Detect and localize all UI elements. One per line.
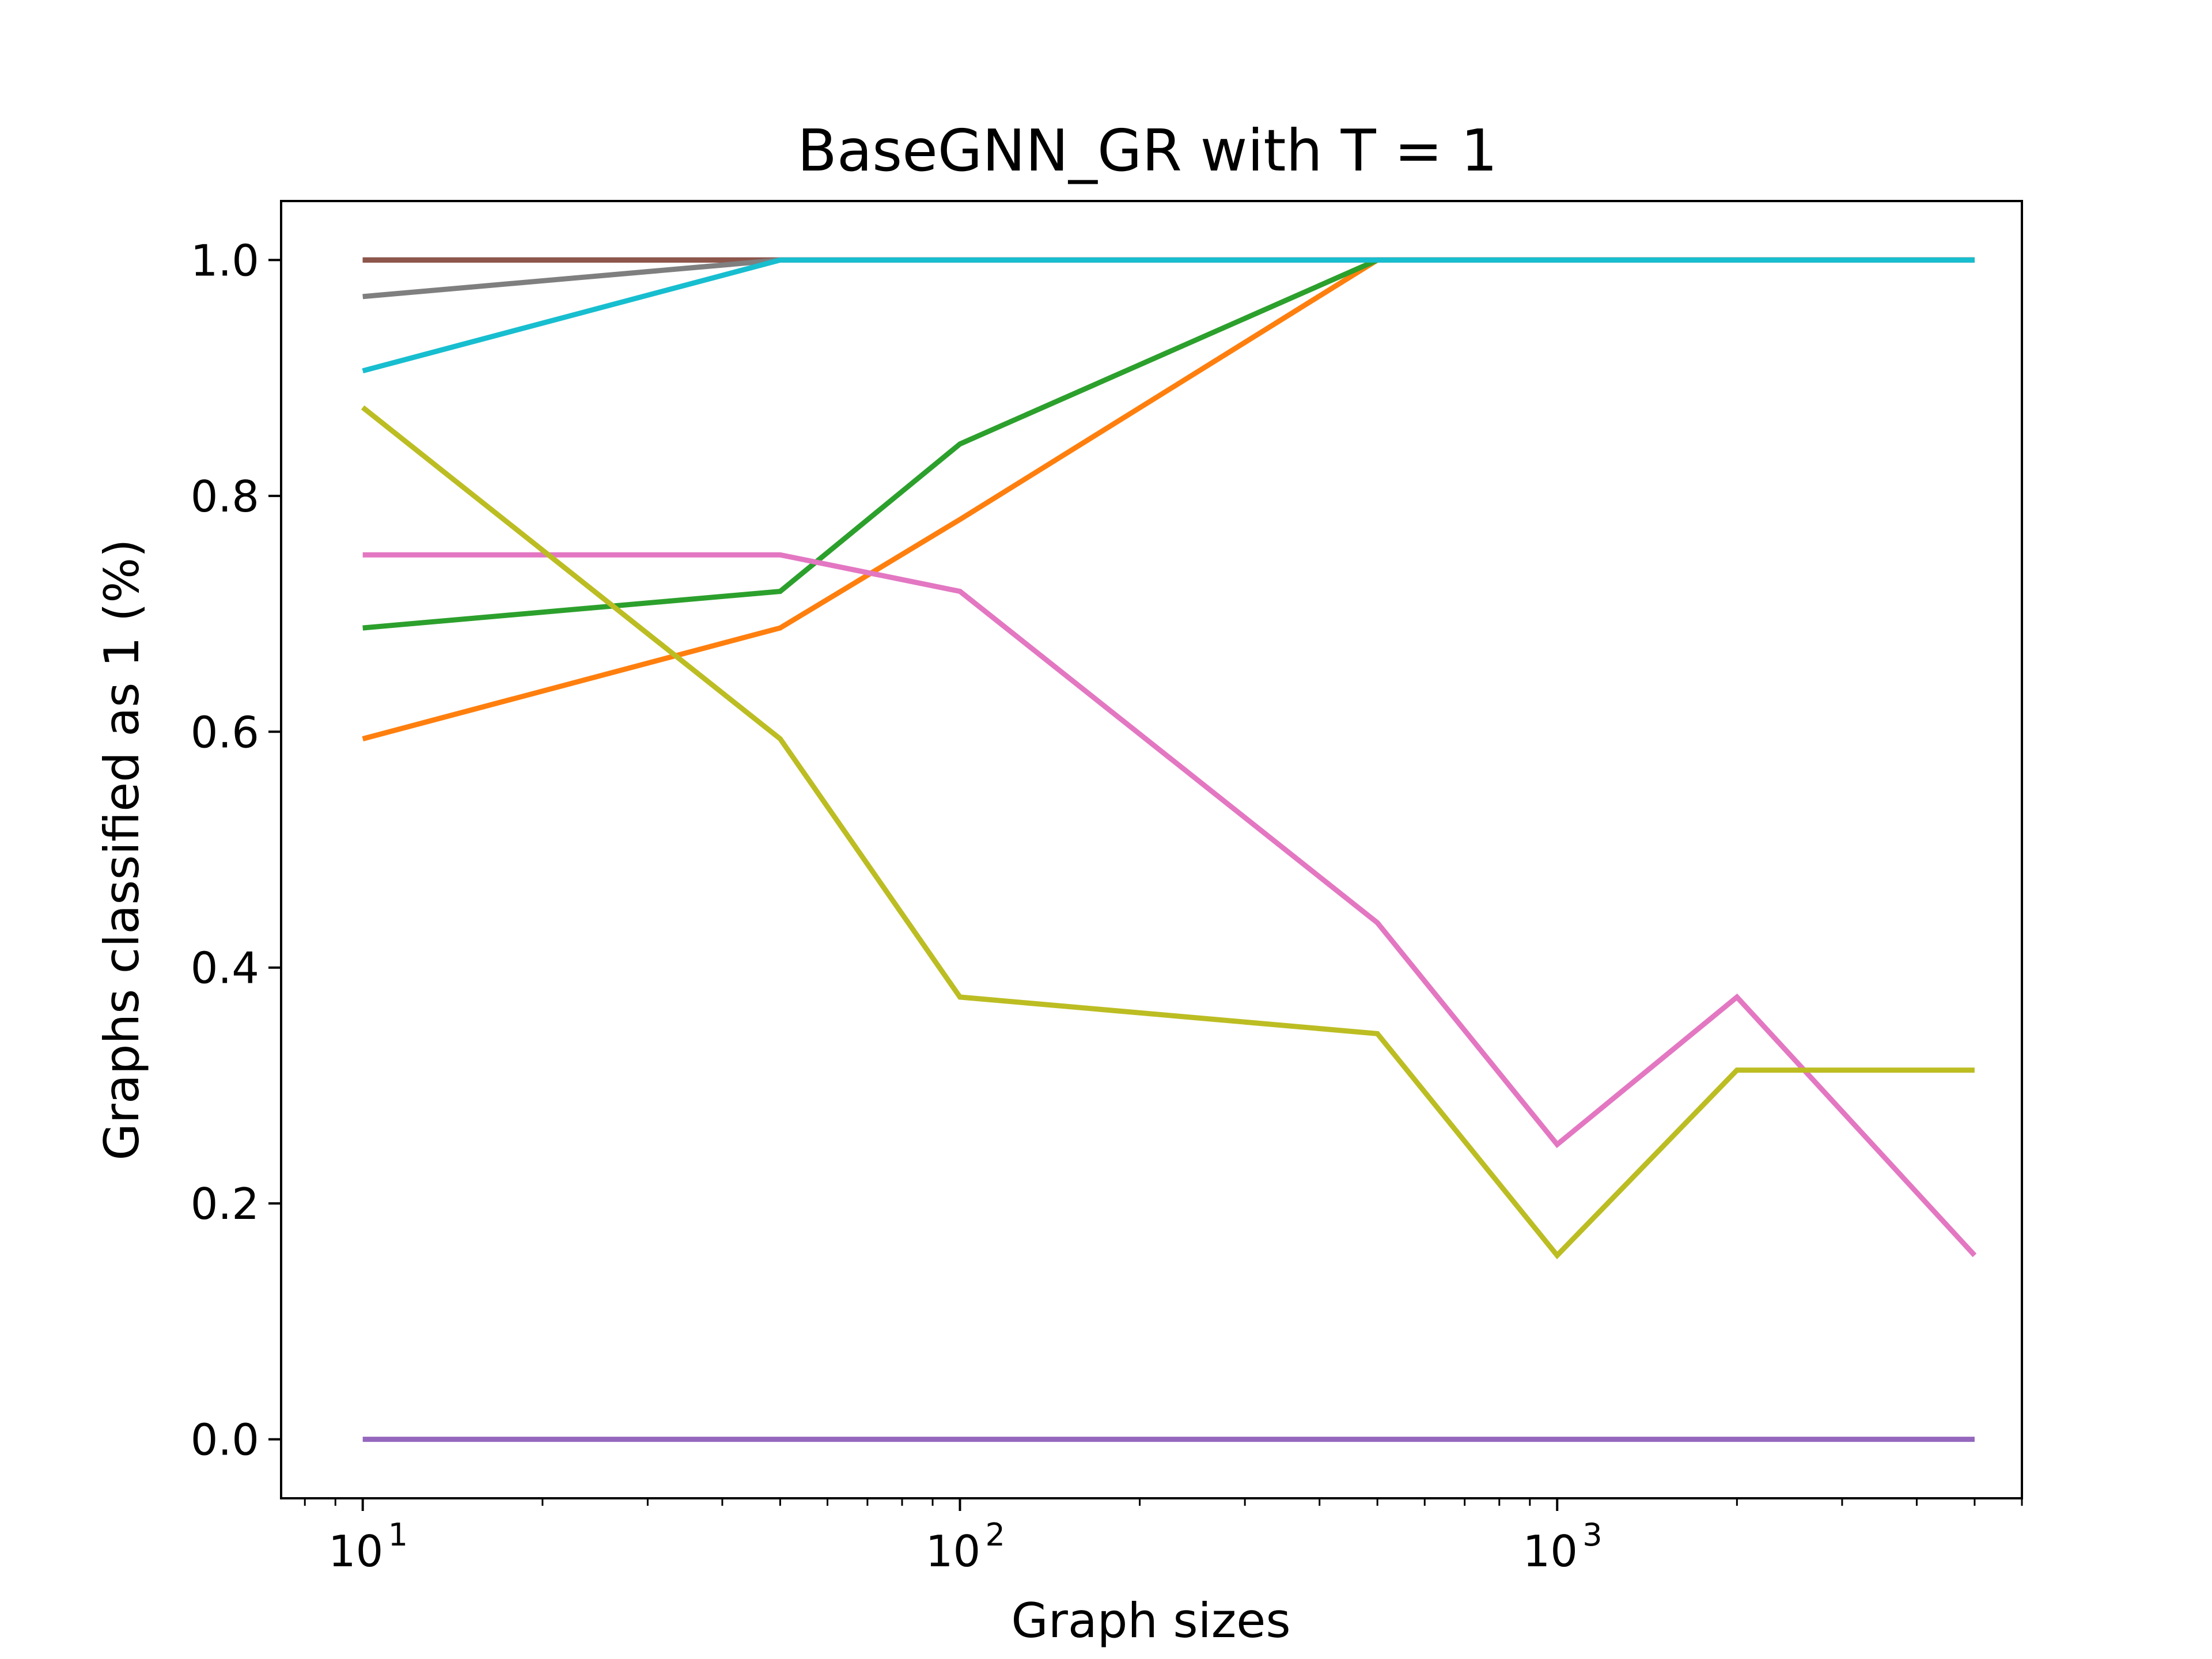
x-tick-label: 10	[1523, 1526, 1578, 1577]
x-tick-exponent: 1	[388, 1517, 408, 1553]
series-pink-line	[362, 552, 1977, 1257]
x-tick-exponent: 3	[1582, 1517, 1602, 1553]
y-tick-label: 0.6	[191, 707, 259, 757]
y-tick-label: 1.0	[191, 235, 259, 286]
x-axis-label: Graph sizes	[1011, 1593, 1290, 1649]
y-tick-label: 0.0	[191, 1415, 259, 1465]
x-axis: 10 1 10 2 10 3	[304, 1498, 2023, 1577]
x-tick-exponent: 2	[985, 1517, 1005, 1553]
series-layer	[361, 257, 1977, 1442]
x-tick-label: 10	[328, 1526, 383, 1577]
y-tick-label: 0.4	[191, 943, 259, 994]
y-tick-label: 0.2	[191, 1179, 259, 1229]
chart-title: BaseGNN_GR with T = 1	[797, 117, 1497, 184]
y-axis-label: Graphs classified as 1 (%)	[94, 539, 150, 1160]
series-olive-line	[361, 405, 1975, 1260]
x-tick-label: 10	[926, 1526, 980, 1577]
y-axis: 0.0 0.2 0.4 0.6 0.8 1.0	[191, 235, 281, 1465]
plot-area-frame	[280, 200, 2023, 1499]
series-cyan-line	[362, 257, 1975, 374]
y-tick-label: 0.8	[191, 471, 259, 522]
